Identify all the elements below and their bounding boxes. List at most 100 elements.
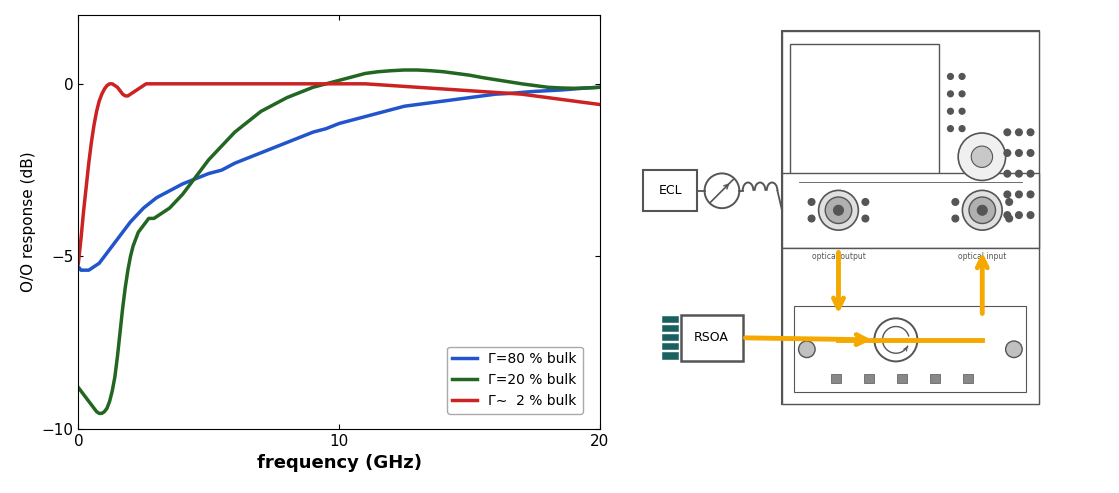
X-axis label: frequency (GHz): frequency (GHz)	[256, 455, 422, 472]
Circle shape	[1027, 212, 1034, 218]
Circle shape	[952, 215, 959, 222]
Y-axis label: O/O response (dB): O/O response (dB)	[21, 151, 36, 292]
Γ=20 % bulk	[144, 215, 158, 221]
FancyBboxPatch shape	[831, 374, 840, 384]
Line: Γ=80 % bulk: Γ=80 % bulk	[78, 87, 600, 270]
Circle shape	[819, 190, 858, 230]
Circle shape	[977, 205, 987, 215]
Γ∼  2 % bulk	[332, 81, 346, 87]
Γ=20 % bulk	[203, 157, 216, 163]
FancyBboxPatch shape	[993, 233, 1018, 244]
Text: RSOA: RSOA	[694, 331, 730, 344]
Circle shape	[958, 133, 1006, 180]
Γ∼  2 % bulk	[103, 81, 116, 87]
Γ=20 % bulk	[593, 84, 606, 90]
FancyBboxPatch shape	[782, 173, 1038, 247]
Circle shape	[971, 146, 993, 168]
Γ=20 % bulk	[124, 253, 138, 259]
Circle shape	[962, 190, 1003, 230]
FancyBboxPatch shape	[643, 170, 697, 211]
Circle shape	[1004, 212, 1010, 218]
Γ∼  2 % bulk	[580, 100, 593, 106]
FancyBboxPatch shape	[662, 316, 678, 322]
Circle shape	[1016, 212, 1023, 218]
Circle shape	[825, 197, 852, 223]
Γ∼  2 % bulk	[72, 260, 85, 266]
Circle shape	[959, 126, 965, 132]
Circle shape	[1016, 129, 1023, 136]
Circle shape	[959, 73, 965, 79]
Line: Γ∼  2 % bulk: Γ∼ 2 % bulk	[78, 84, 600, 263]
Circle shape	[1006, 199, 1013, 205]
Γ∼  2 % bulk	[116, 91, 130, 97]
Γ=20 % bulk	[397, 67, 411, 73]
Circle shape	[1027, 191, 1034, 198]
Circle shape	[1004, 129, 1010, 136]
FancyBboxPatch shape	[662, 334, 678, 340]
Γ=80 % bulk	[85, 266, 98, 272]
Circle shape	[948, 73, 953, 79]
Circle shape	[1006, 215, 1013, 222]
Γ∼  2 % bulk	[101, 83, 114, 89]
Γ∼  2 % bulk	[593, 102, 606, 107]
FancyBboxPatch shape	[930, 374, 940, 384]
Circle shape	[862, 215, 868, 222]
Circle shape	[948, 108, 953, 114]
Circle shape	[959, 91, 965, 97]
Γ=20 % bulk	[93, 410, 106, 416]
Circle shape	[808, 199, 815, 205]
FancyBboxPatch shape	[963, 374, 974, 384]
Γ=20 % bulk	[113, 329, 126, 335]
Text: optical input: optical input	[958, 251, 1006, 261]
FancyBboxPatch shape	[782, 247, 1038, 404]
Γ=80 % bulk	[346, 117, 359, 123]
Γ=80 % bulk	[372, 110, 385, 116]
FancyBboxPatch shape	[662, 325, 678, 331]
FancyBboxPatch shape	[794, 306, 1026, 391]
Circle shape	[1006, 341, 1022, 357]
Circle shape	[1016, 171, 1023, 177]
Circle shape	[1027, 150, 1034, 156]
Circle shape	[874, 318, 918, 361]
Circle shape	[1027, 129, 1034, 136]
Circle shape	[862, 199, 868, 205]
Circle shape	[1016, 150, 1023, 156]
Circle shape	[969, 197, 996, 223]
Legend: Γ=80 % bulk, Γ=20 % bulk, Γ∼  2 % bulk: Γ=80 % bulk, Γ=20 % bulk, Γ∼ 2 % bulk	[446, 347, 583, 414]
Circle shape	[948, 91, 953, 97]
Γ=80 % bulk	[554, 87, 567, 93]
FancyBboxPatch shape	[662, 343, 678, 350]
Circle shape	[952, 199, 959, 205]
FancyBboxPatch shape	[782, 32, 1038, 404]
Γ=20 % bulk	[502, 79, 516, 85]
Circle shape	[948, 126, 953, 132]
Circle shape	[959, 108, 965, 114]
Text: ECL: ECL	[658, 184, 681, 197]
Line: Γ=20 % bulk: Γ=20 % bulk	[78, 70, 600, 413]
Γ=80 % bulk	[254, 150, 267, 156]
Γ∼  2 % bulk	[254, 81, 267, 87]
Circle shape	[1016, 191, 1023, 198]
Circle shape	[1004, 150, 1010, 156]
Circle shape	[1027, 171, 1034, 177]
Circle shape	[834, 205, 844, 215]
Γ∼  2 % bulk	[113, 88, 126, 94]
Γ=80 % bulk	[593, 84, 606, 90]
FancyBboxPatch shape	[790, 44, 939, 235]
Γ=80 % bulk	[176, 181, 189, 187]
Circle shape	[799, 341, 815, 357]
FancyBboxPatch shape	[897, 374, 908, 384]
Circle shape	[1004, 191, 1010, 198]
Γ=80 % bulk	[74, 267, 87, 273]
FancyBboxPatch shape	[662, 352, 678, 358]
FancyBboxPatch shape	[680, 315, 743, 360]
Circle shape	[705, 174, 740, 208]
Γ=80 % bulk	[72, 264, 85, 270]
Circle shape	[808, 215, 815, 222]
Γ=20 % bulk	[72, 385, 85, 390]
Circle shape	[1004, 171, 1010, 177]
FancyBboxPatch shape	[864, 374, 874, 384]
FancyBboxPatch shape	[782, 32, 1038, 247]
Text: optical output: optical output	[811, 251, 865, 261]
Γ=20 % bulk	[567, 85, 581, 91]
